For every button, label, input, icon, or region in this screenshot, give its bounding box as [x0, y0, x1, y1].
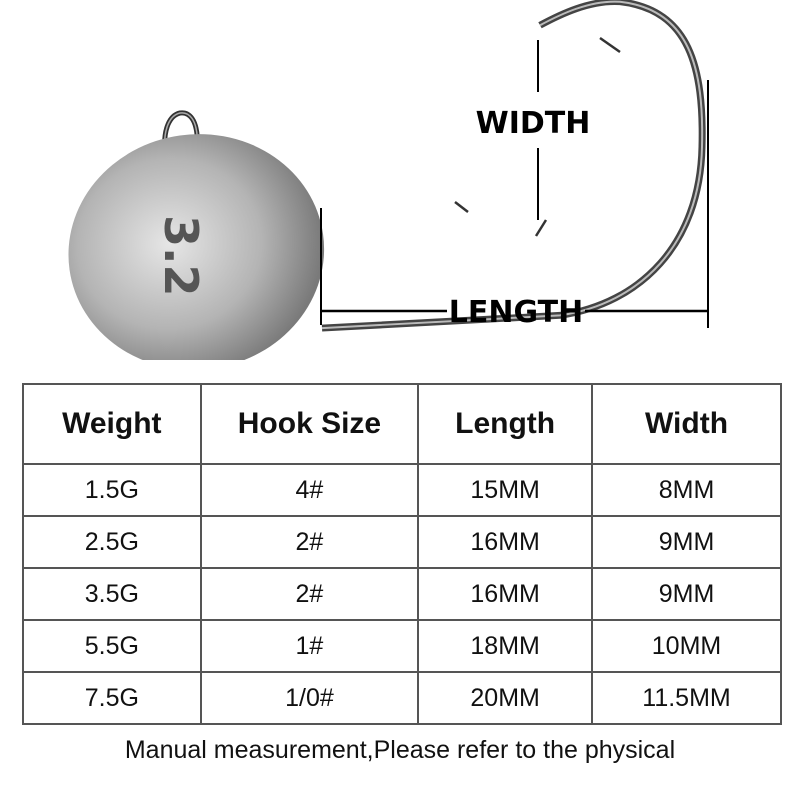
- table-row: 1.5G 4# 15MM 8MM: [22, 463, 782, 517]
- length-dimension: LENGTH: [320, 80, 709, 330]
- cell-length: 15MM: [417, 463, 594, 517]
- cell-length: 16MM: [417, 515, 594, 569]
- cell-hook-size: 1#: [199, 619, 420, 673]
- cell-weight: 3.5G: [22, 567, 202, 621]
- spec-table: Weight Hook Size Length Width 1.5G 4# 15MM…: [22, 383, 782, 725]
- table-row: 7.5G 1/0# 20MM 11.5MM: [22, 671, 782, 725]
- cell-hook-size: 2#: [199, 515, 420, 569]
- cell-width: 9MM: [591, 515, 782, 569]
- header-width: Width: [591, 383, 782, 465]
- cell-length: 16MM: [417, 567, 594, 621]
- svg-text:3.2: 3.2: [154, 215, 208, 297]
- hook-icon: [321, 0, 706, 336]
- cell-width: 8MM: [591, 463, 782, 517]
- cell-width: 9MM: [591, 567, 782, 621]
- width-dimension: WIDTH: [476, 40, 591, 220]
- cell-hook-size: 4#: [199, 463, 420, 517]
- cell-length: 18MM: [417, 619, 594, 673]
- width-label: WIDTH: [476, 106, 591, 141]
- table-row: 3.5G 2# 16MM 9MM: [22, 567, 782, 621]
- cell-weight: 1.5G: [22, 463, 202, 517]
- cell-weight: 5.5G: [22, 619, 202, 673]
- table-row: 5.5G 1# 18MM 10MM: [22, 619, 782, 673]
- cell-width: 10MM: [591, 619, 782, 673]
- jig-head-diagram: 3.2 WIDTH LENGTH: [68, 0, 709, 360]
- length-label: LENGTH: [449, 295, 583, 330]
- lead-head-icon: 3.2: [68, 134, 325, 360]
- header-hook-size: Hook Size: [199, 383, 420, 465]
- cell-hook-size: 1/0#: [199, 671, 420, 725]
- measurement-note: Manual measurement,Please refer to the p…: [124, 736, 676, 764]
- header-weight: Weight: [22, 383, 202, 465]
- cell-length: 20MM: [417, 671, 594, 725]
- cell-width: 11.5MM: [591, 671, 782, 725]
- cell-weight: 7.5G: [22, 671, 202, 725]
- table-header-row: Weight Hook Size Length Width: [22, 383, 782, 465]
- cell-hook-size: 2#: [199, 567, 420, 621]
- cell-weight: 2.5G: [22, 515, 202, 569]
- header-length: Length: [417, 383, 594, 465]
- table-row: 2.5G 2# 16MM 9MM: [22, 515, 782, 569]
